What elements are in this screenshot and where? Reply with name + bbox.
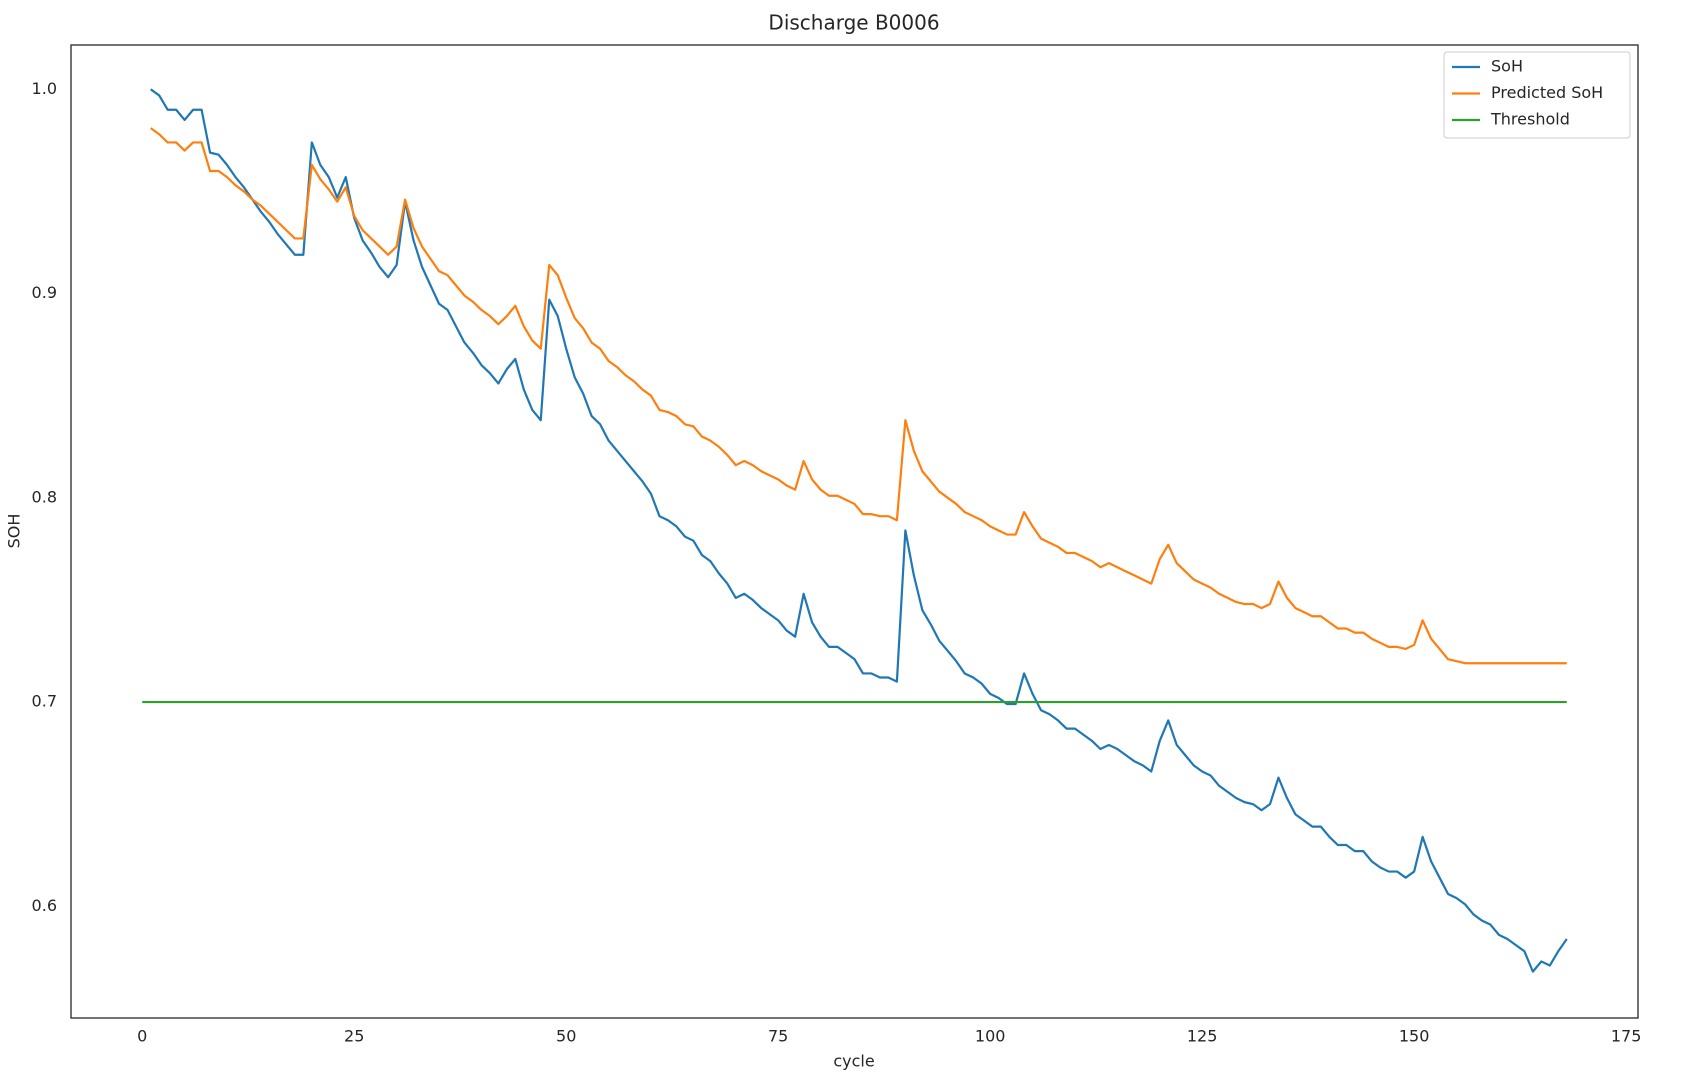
x-tick-label: 0 (137, 1027, 147, 1046)
x-tick-label: 25 (344, 1027, 364, 1046)
x-tick-label: 75 (768, 1027, 788, 1046)
y-tick-label: 0.6 (32, 896, 57, 915)
y-tick-label: 1.0 (32, 79, 57, 98)
series-line (150, 88, 1568, 973)
x-tick-label: 125 (1187, 1027, 1218, 1046)
legend-label: Predicted SoH (1491, 83, 1603, 102)
y-axis-label: SOH (5, 514, 24, 549)
plot-frame (70, 44, 1639, 1019)
series-line (150, 127, 1567, 665)
y-tick-label: 0.8 (32, 487, 57, 506)
x-tick-label: 150 (1399, 1027, 1430, 1046)
chart-title: Discharge B0006 (768, 11, 939, 35)
legend-box (1443, 51, 1631, 139)
x-tick-label: 100 (975, 1027, 1006, 1046)
legend-label: SoH (1491, 57, 1523, 76)
x-tick-label: 175 (1611, 1027, 1642, 1046)
y-tick-label: 0.7 (32, 692, 57, 711)
legend-label: Threshold (1490, 110, 1570, 129)
x-axis-label: cycle (833, 1052, 874, 1071)
x-tick-label: 50 (556, 1027, 576, 1046)
y-tick-label: 0.9 (32, 283, 57, 302)
legend: SoH Predicted SoH Threshold (1443, 51, 1631, 139)
